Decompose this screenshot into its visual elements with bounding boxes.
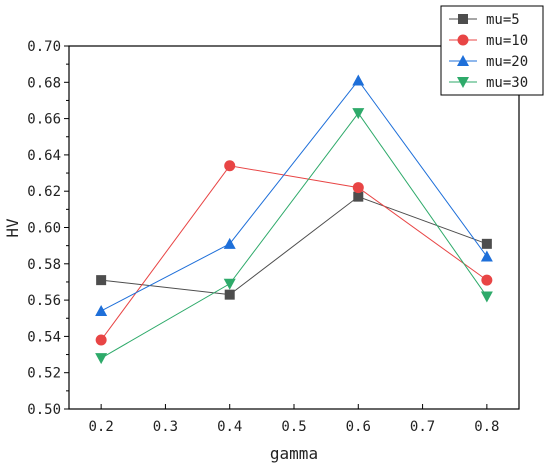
x-tick-label: 0.7	[410, 419, 435, 435]
data-point	[352, 108, 365, 120]
series-1	[96, 191, 492, 300]
y-tick-label: 0.62	[27, 184, 61, 200]
series-layer	[95, 74, 493, 365]
y-tick-label: 0.52	[27, 366, 61, 382]
series-line	[100, 79, 488, 312]
series-line	[100, 165, 488, 341]
data-point	[480, 291, 493, 303]
plot-frame	[68, 45, 520, 410]
legend-item: mu=10	[449, 33, 528, 49]
x-axis-label: gamma	[270, 444, 318, 463]
data-point	[353, 191, 364, 202]
legend-marker	[457, 34, 469, 46]
y-tick-label: 0.68	[27, 75, 61, 91]
y-tick-label: 0.54	[27, 329, 61, 345]
x-tick-label: 0.8	[474, 419, 499, 435]
y-axis-label: HV	[3, 218, 22, 238]
data-point	[352, 182, 364, 194]
data-point	[223, 237, 236, 249]
series-3	[95, 74, 493, 316]
legend-label: mu=5	[486, 12, 520, 28]
legend-label: mu=20	[486, 54, 528, 70]
x-tick-label: 0.6	[346, 419, 371, 435]
data-point	[481, 274, 493, 286]
legend-marker	[457, 77, 469, 88]
legend-label: mu=10	[486, 33, 528, 49]
x-tick-label: 0.2	[88, 419, 113, 435]
legend-marker	[457, 55, 469, 66]
y-tick-label: 0.56	[27, 293, 61, 309]
y-tick-label: 0.70	[27, 39, 61, 55]
legend-item: mu=20	[449, 54, 528, 70]
data-point	[224, 160, 236, 172]
y-tick-label: 0.60	[27, 221, 61, 237]
legend-label: mu=30	[486, 75, 528, 91]
x-tick-label: 0.3	[153, 419, 178, 435]
legend: mu=5 mu=10 mu=20 mu=30	[440, 5, 544, 96]
data-point	[481, 238, 492, 249]
y-tick-label: 0.58	[27, 257, 61, 273]
legend-marker	[458, 14, 468, 24]
data-point	[223, 278, 236, 290]
legend-item: mu=30	[449, 75, 528, 91]
y-tick-label: 0.50	[27, 402, 61, 418]
x-tick-label: 0.5	[281, 419, 306, 435]
data-point	[96, 275, 107, 286]
y-tick-label: 0.66	[27, 112, 61, 128]
axes	[68, 45, 520, 410]
ticks: 0.2 0.3 0.4 0.5 0.6 0.7 0.8 0.50 0.52 0.54 0.56 0.5…	[27, 39, 499, 435]
y-tick-label: 0.64	[27, 148, 61, 164]
x-tick-label: 0.4	[217, 419, 242, 435]
series-4	[95, 108, 493, 365]
data-point	[480, 250, 493, 262]
data-point	[224, 289, 235, 300]
series-line	[101, 196, 488, 296]
series-line	[100, 112, 488, 359]
data-point	[95, 304, 108, 316]
data-point	[95, 353, 108, 365]
data-point	[352, 74, 365, 86]
series-2	[95, 160, 493, 346]
legend-item: mu=5	[449, 12, 520, 28]
data-point	[95, 334, 107, 346]
